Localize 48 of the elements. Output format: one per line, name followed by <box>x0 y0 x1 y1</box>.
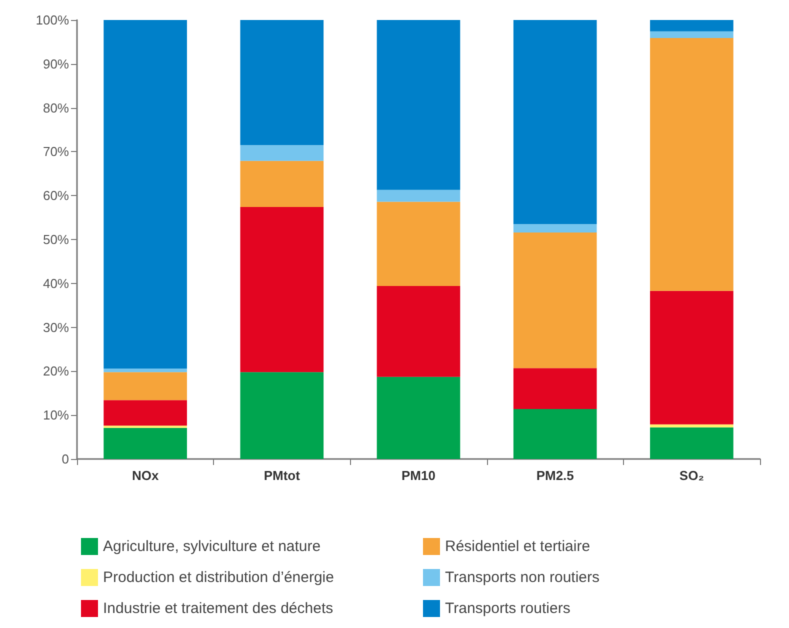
bar <box>240 207 324 372</box>
legend-label: Transports non routiers <box>445 569 600 586</box>
bar <box>104 20 187 369</box>
x-tick-label: PMtot <box>264 468 301 483</box>
bar <box>104 372 187 400</box>
y-tick-label: 10% <box>42 408 70 423</box>
x-tick-label: SO₂ <box>679 468 704 483</box>
legend-label: Production et distribution d’énergie <box>103 569 334 586</box>
bar <box>104 400 187 426</box>
y-tick-label: 70% <box>42 144 70 160</box>
legend-label: Industrie et traitement des déchets <box>103 600 334 617</box>
y-tick-label: 0 <box>62 452 69 466</box>
y-tick-label: 30% <box>42 320 70 335</box>
bar <box>240 20 324 146</box>
bar <box>513 20 597 224</box>
bar <box>240 160 324 208</box>
bar <box>376 376 460 459</box>
bar <box>513 224 597 232</box>
bar <box>650 424 734 428</box>
bar <box>376 190 460 202</box>
y-tick-label: 20% <box>42 364 70 379</box>
bar <box>650 38 734 291</box>
bar <box>240 372 324 459</box>
x-tick-label: NOx <box>132 468 160 483</box>
bar <box>513 232 597 368</box>
legend-label: Résidentiel et tertiaire <box>445 538 590 555</box>
y-tick-label: 40% <box>42 276 70 291</box>
y-tick-label: 90% <box>42 56 70 72</box>
bar <box>376 20 460 190</box>
bar <box>650 20 734 32</box>
bar <box>104 428 187 459</box>
bar <box>376 286 460 377</box>
x-tick-label: PM2.5 <box>536 468 574 483</box>
bar <box>240 145 324 161</box>
y-tick-label: 60% <box>42 188 70 204</box>
bar <box>650 427 734 459</box>
bar <box>650 290 734 424</box>
bar <box>104 368 187 372</box>
y-tick-label: 100% <box>36 12 70 28</box>
legend-label: Agriculture, sylviculture et nature <box>103 538 321 555</box>
bar <box>513 408 597 459</box>
legend-label: Transports routiers <box>445 600 570 617</box>
y-tick-label: 50% <box>42 232 70 247</box>
bar <box>650 31 734 38</box>
y-tick-label: 80% <box>42 100 70 116</box>
bar <box>513 368 597 409</box>
x-tick-label: PM10 <box>402 468 436 483</box>
bar <box>376 202 460 286</box>
